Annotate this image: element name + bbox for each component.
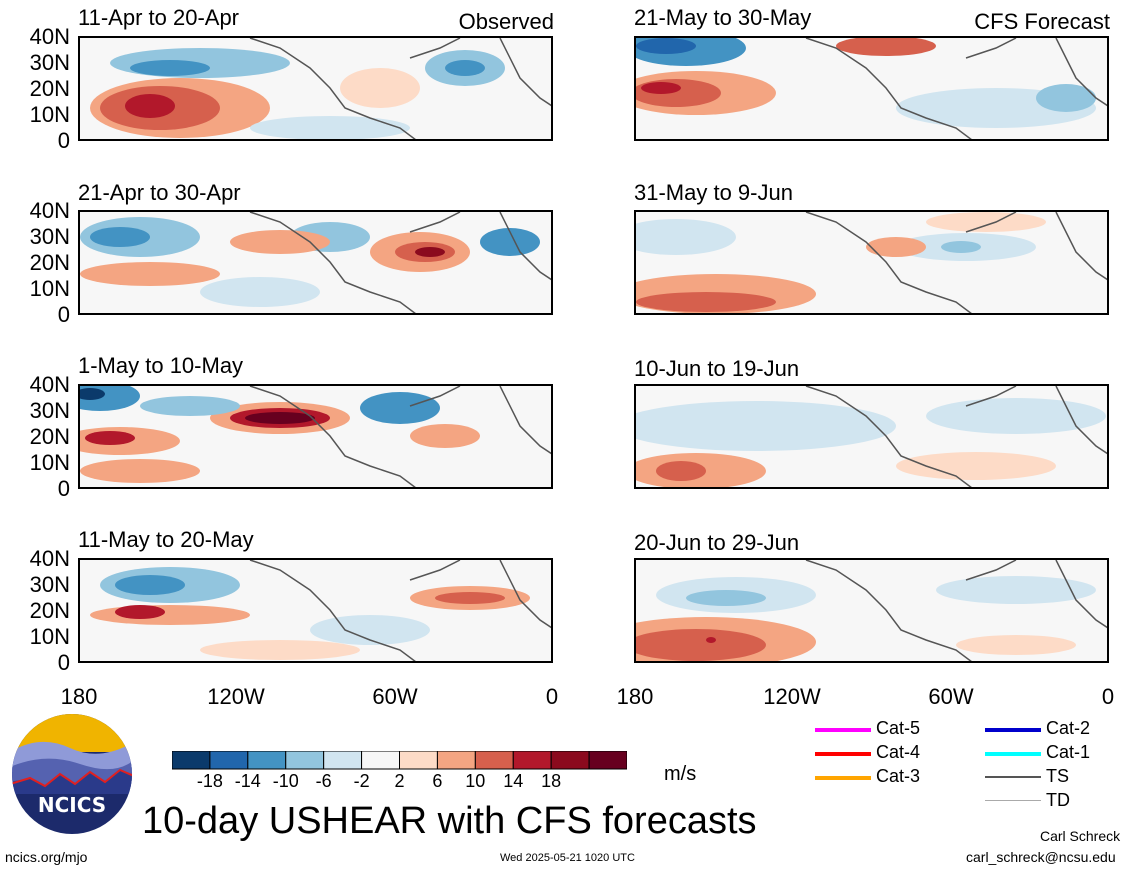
lon-tick: 0 (1101, 684, 1115, 709)
footer-email: carl_schreck@ncsu.edu (966, 849, 1116, 865)
legend-label: Cat-1 (1046, 742, 1091, 762)
colorbar-tick-label: -10 (272, 771, 299, 791)
shear-map (78, 210, 553, 315)
lat-tick: 20N (29, 76, 70, 101)
colorbar-tick-label: 14 (503, 771, 524, 791)
legend-label: Cat-3 (876, 766, 921, 786)
colorbar-swatch (436, 750, 476, 770)
colorbar-tick-label: -6 (315, 771, 332, 791)
lat-tick: 30N (29, 398, 70, 423)
colorbar-swatch (588, 750, 628, 770)
legend-label: TS (1046, 766, 1070, 786)
lon-tick: 60W (928, 684, 974, 709)
lon-tick: 0 (545, 684, 559, 709)
ncics-logo: NCICS (10, 712, 134, 836)
legend-label: Cat-5 (876, 718, 921, 738)
lat-tick: 30N (29, 572, 70, 597)
shear-map (78, 36, 553, 141)
lat-tick: 0 (57, 476, 70, 501)
shear-map (634, 210, 1109, 315)
lat-tick: 40N (29, 24, 70, 49)
lon-tick: 120W (763, 684, 821, 709)
colorbar-tick-label: -14 (234, 771, 261, 791)
footer-timestamp: Wed 2025-05-21 1020 UTC (500, 852, 635, 864)
footer-url: ncics.org/mjo (5, 849, 88, 865)
colorbar (171, 750, 628, 771)
main-title: 10-day USHEAR with CFS forecasts (142, 800, 757, 842)
panel-title: 21-May to 30-May (634, 5, 812, 30)
panel-title: 11-May to 20-May (78, 527, 254, 552)
lat-tick: 40N (29, 546, 70, 571)
shear-map (634, 384, 1109, 489)
legend-line-cat4 (815, 752, 871, 756)
panel-title: 21-Apr to 30-Apr (78, 180, 241, 205)
lat-tick: 10N (29, 276, 70, 301)
lat-tick: 10N (29, 102, 70, 127)
forecast-label: CFS Forecast (974, 9, 1110, 34)
colorbar-tick-label: -18 (196, 771, 223, 791)
shear-map (634, 36, 1109, 141)
lat-tick: 10N (29, 624, 70, 649)
lat-tick: 0 (57, 302, 70, 327)
shear-map (78, 558, 553, 663)
shear-map (78, 384, 553, 489)
lat-tick: 40N (29, 198, 70, 223)
colorbar-swatch (474, 750, 514, 770)
panel-title: 20-Jun to 29-Jun (634, 530, 800, 555)
colorbar-tick-label: -2 (353, 771, 370, 791)
colorbar-tick-label: 18 (541, 771, 562, 791)
colorbar-swatches (171, 750, 628, 770)
panel-title: 31-May to 9-Jun (634, 180, 793, 205)
lon-tick: 60W (372, 684, 418, 709)
logo-text: NCICS (38, 793, 106, 817)
lat-tick: 10N (29, 450, 70, 475)
lon-tick: 180 (60, 684, 98, 709)
colorbar-swatch (550, 750, 590, 770)
legend-line-ts (985, 776, 1041, 778)
colorbar-swatch (512, 750, 552, 770)
colorbar-swatch (323, 750, 363, 770)
colorbar-swatch (209, 750, 249, 770)
lon-tick: 180 (616, 684, 654, 709)
observed-label: Observed (458, 9, 554, 34)
legend-line-cat1 (985, 752, 1041, 756)
legend-line-cat3 (815, 776, 871, 780)
legend-line-cat2 (985, 728, 1041, 732)
colorbar-swatch (171, 750, 211, 770)
colorbar-tick-label: 2 (394, 771, 405, 791)
lat-tick: 30N (29, 224, 70, 249)
legend-line-cat5 (815, 728, 871, 732)
lat-tick: 20N (29, 598, 70, 623)
legend-label: TD (1046, 790, 1070, 810)
colorbar-swatch (285, 750, 325, 770)
colorbar-swatch (399, 750, 438, 770)
colorbar-tick-label: 10 (465, 771, 486, 791)
lat-tick: 40N (29, 372, 70, 397)
colorbar-swatch (247, 750, 287, 770)
panel-title: 1-May to 10-May (78, 353, 244, 378)
legend-label: Cat-2 (1046, 718, 1091, 738)
colorbar-tick-label: 6 (432, 771, 443, 791)
lat-tick: 20N (29, 250, 70, 275)
colorbar-units: m/s (664, 763, 697, 785)
lat-tick: 20N (29, 424, 70, 449)
legend-line-td (985, 800, 1041, 801)
footer-author: Carl Schreck (1040, 828, 1121, 844)
lat-tick: 0 (57, 128, 70, 153)
lat-tick: 0 (57, 650, 70, 675)
legend-label: Cat-4 (876, 742, 921, 762)
panel-title: 11-Apr to 20-Apr (78, 5, 240, 30)
lat-tick: 30N (29, 50, 70, 75)
shear-map (634, 558, 1109, 663)
colorbar-swatch (361, 750, 400, 770)
panel-title: 10-Jun to 19-Jun (634, 356, 800, 381)
lon-tick: 120W (207, 684, 265, 709)
